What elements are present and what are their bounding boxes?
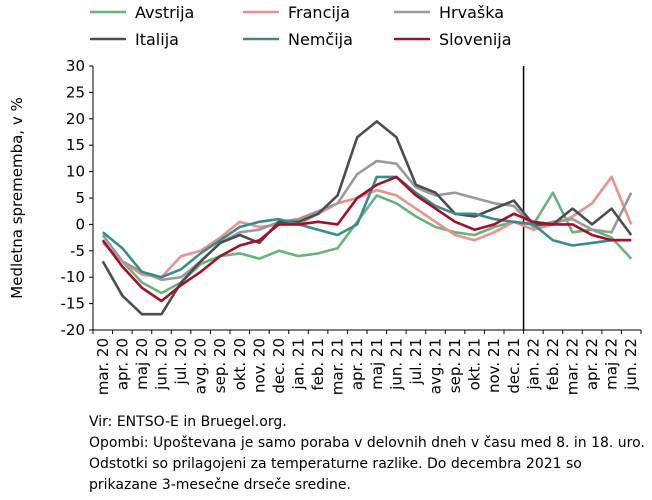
y-axis: 30 25 20 15 10 5 0 -5 -10 -15 -20 <box>61 57 93 339</box>
chart-notes: Vir: ENTSO-E in Bruegel.org. Opombi: Upo… <box>89 412 645 496</box>
y-tick-label: -15 <box>61 295 86 313</box>
x-tick-label: jun. 22 <box>622 338 640 391</box>
x-tick-label: jul. 21 <box>407 338 425 385</box>
x-tick-label: okt. 20 <box>231 338 249 390</box>
x-tick-label: dec. 20 <box>270 338 288 394</box>
x-tick-label: mar. 22 <box>564 338 582 395</box>
y-tick-label: 30 <box>66 57 85 75</box>
y-axis-title: Medletna sprememba, v % <box>8 97 26 298</box>
x-tick-label: apr. 20 <box>113 338 131 390</box>
x-tick-label: jan. 22 <box>524 338 542 391</box>
x-tick-label: avg. 21 <box>427 338 445 394</box>
legend-label: Italija <box>135 30 179 49</box>
x-tick-label: jun. 20 <box>153 338 171 391</box>
x-tick-label: jan. 21 <box>290 338 308 391</box>
y-tick-label: -20 <box>61 321 86 339</box>
legend-label: Francija <box>288 3 350 22</box>
x-tick-label: dec. 21 <box>505 338 523 394</box>
series-line-francija <box>101 175 633 279</box>
x-tick-label: sep. 20 <box>211 338 229 393</box>
y-tick-label: 0 <box>75 215 85 233</box>
y-tick-label: -5 <box>70 242 85 260</box>
y-tick-label: 25 <box>66 83 85 101</box>
legend-label: Avstrija <box>135 3 194 22</box>
y-tick-label: 15 <box>66 136 85 154</box>
x-tick-label: okt. 21 <box>466 338 484 390</box>
x-tick-label: maj 21 <box>368 338 386 390</box>
x-tick-label: mar. 21 <box>329 338 347 395</box>
series-line-slovenija <box>101 175 632 303</box>
x-axis: mar. 20 apr. 20 maj 20 jun. 20 jul. 20 avg. 2… <box>92 330 642 395</box>
series-line-hrvaška <box>101 159 633 282</box>
x-tick-label: apr. 22 <box>583 338 601 390</box>
x-tick-label: feb. 22 <box>544 338 562 391</box>
legend-label: Slovenija <box>439 30 512 49</box>
x-tick-label: nov. 20 <box>250 338 268 393</box>
x-tick-label: maj 20 <box>133 338 151 390</box>
x-tick-label: apr. 21 <box>348 338 366 390</box>
y-tick-label: 20 <box>66 110 85 128</box>
legend: Avstrija Francija Hrvaška Italija Nemčija Slo… <box>90 3 512 49</box>
y-tick-label: 10 <box>66 163 85 181</box>
series-line-nemčija <box>101 175 632 279</box>
y-tick-label: -10 <box>61 268 86 286</box>
legend-label: Hrvaška <box>439 3 504 22</box>
y-tick-label: 5 <box>75 189 85 207</box>
x-tick-label: nov. 21 <box>485 338 503 393</box>
x-tick-label: sep. 21 <box>446 338 464 393</box>
x-tick-label: feb. 21 <box>309 338 327 391</box>
x-tick-label: jul. 20 <box>172 338 190 385</box>
x-tick-label: mar. 20 <box>94 338 112 395</box>
x-tick-label: maj 22 <box>603 338 621 390</box>
legend-label: Nemčija <box>288 30 353 49</box>
line-chart: Avstrija Francija Hrvaška Italija Nemčija Slo… <box>8 3 642 395</box>
series-lines <box>101 120 633 316</box>
x-tick-label: jun. 21 <box>387 338 405 391</box>
remarks-note: Opombi: Upoštevana je samo poraba v delo… <box>89 435 645 493</box>
source-note: Vir: ENTSO-E in Bruegel.org. <box>89 414 287 430</box>
x-tick-label: avg. 20 <box>192 338 210 394</box>
